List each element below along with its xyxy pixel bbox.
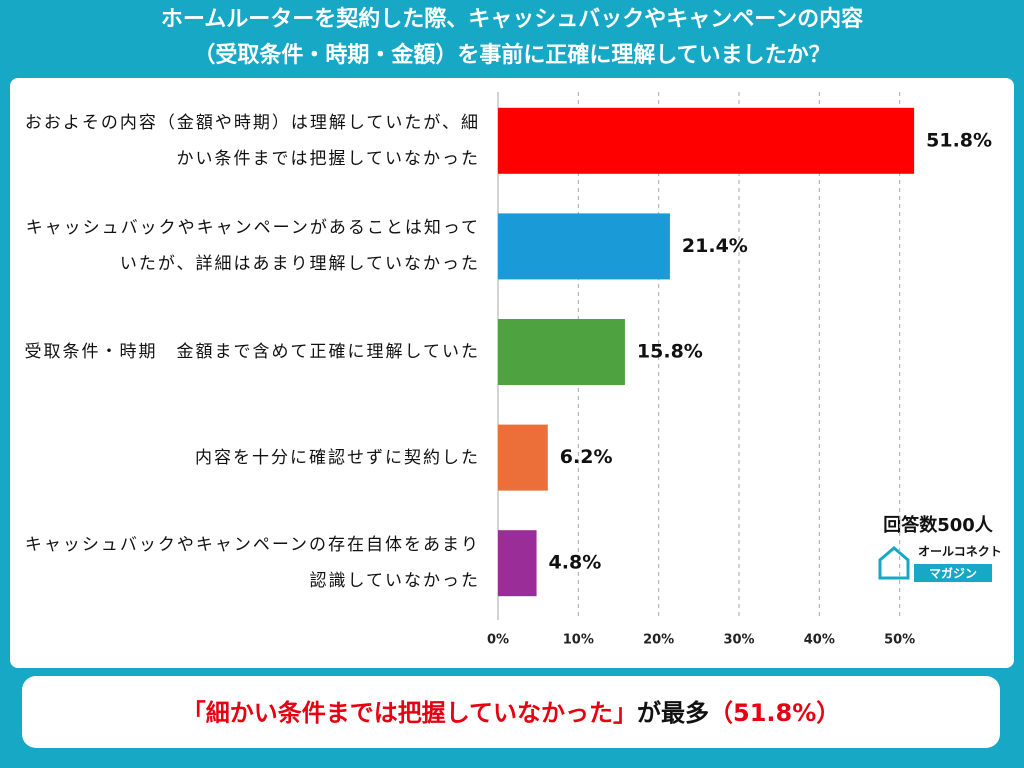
logo-name: オールコネクト bbox=[918, 545, 1002, 559]
conclusion-part: 「細かい条件までは把握していなかった」 bbox=[182, 699, 637, 727]
conclusion: 「細かい条件までは把握していなかった」が最多（51.8%） bbox=[182, 699, 841, 727]
conclusion-part: （51.8%） bbox=[709, 699, 840, 727]
chart-title: （受取条件・時期・金額）を事前に正確に理解していましたか？ bbox=[193, 42, 830, 68]
y-tick-label: おおよその内容（金額や時期）は理解していたが、細かい条件までは把握していなかった bbox=[24, 112, 480, 169]
y-tick-label: 受取条件・時期 金額まで含めて正確に理解していた bbox=[24, 342, 480, 362]
x-tick-label: 10% bbox=[563, 633, 594, 648]
value-label: 21.4% bbox=[682, 235, 748, 257]
logo: オールコネクト マガジン bbox=[878, 545, 1002, 582]
value-label: 15.8% bbox=[637, 341, 703, 363]
value-label: 51.8% bbox=[926, 129, 992, 151]
x-tick-label: 30% bbox=[723, 633, 754, 648]
y-tick-label: 内容を十分に確認せずに契約した bbox=[195, 447, 480, 468]
x-tick-label: 40% bbox=[804, 633, 835, 648]
bar bbox=[498, 107, 915, 174]
conclusion-part: が最多 bbox=[637, 699, 709, 727]
x-tick-label: 50% bbox=[884, 633, 915, 648]
x-tick-label: 20% bbox=[643, 633, 674, 648]
logo-tag-bg bbox=[914, 564, 992, 582]
y-tick-label: キャッシュバックやキャンペーンの存在自体をあまり認識していなかった bbox=[24, 535, 480, 592]
chart-title: ホームルーターを契約した際、キャッシュバックやキャンペーンの内容 bbox=[161, 6, 863, 32]
logo-icon bbox=[878, 546, 910, 580]
bar bbox=[498, 213, 670, 280]
bar bbox=[498, 319, 625, 385]
logo-tagline: マガジン bbox=[929, 566, 977, 581]
bar bbox=[498, 530, 537, 597]
bar bbox=[498, 424, 548, 491]
conclusion-box bbox=[22, 676, 1000, 748]
y-tick-label: キャッシュバックやキャンペーンがあることは知っていたが、詳細はあまり理解していな… bbox=[25, 218, 480, 275]
value-label: 6.2% bbox=[560, 446, 613, 468]
x-tick-label: 0% bbox=[487, 633, 509, 648]
value-label: 4.8% bbox=[549, 552, 602, 574]
note: 回答数500人 bbox=[883, 514, 994, 536]
